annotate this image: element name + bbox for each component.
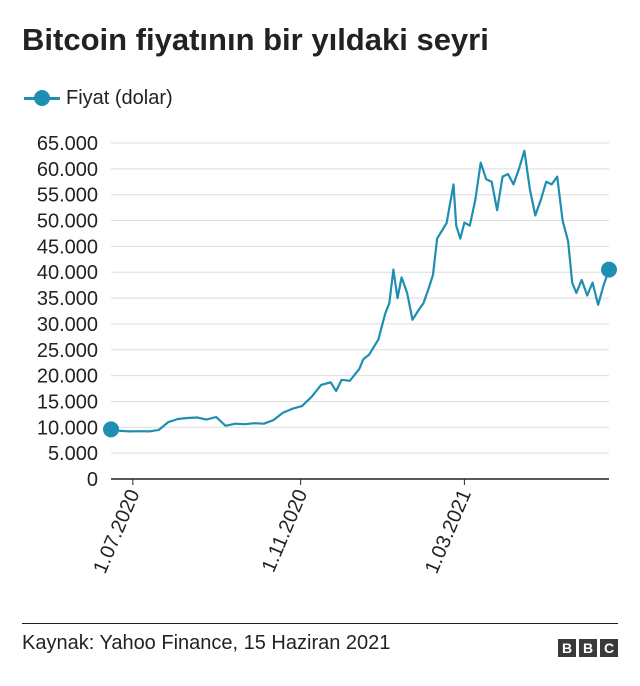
y-tick-label: 65.000 [37,133,98,155]
bbc-logo: B B C [558,639,618,657]
y-tick-label: 40.000 [37,262,98,284]
y-tick-label: 0 [87,469,98,491]
y-tick-label: 25.000 [37,340,98,362]
y-tick-label: 60.000 [37,159,98,181]
source-note: Kaynak: Yahoo Finance, 15 Haziran 2021 [22,632,391,654]
y-tick-label: 30.000 [37,314,98,336]
y-tick-label: 20.000 [37,366,98,388]
y-tick-label: 35.000 [37,288,98,310]
x-tick-label: 1.07.2020 [89,486,144,577]
start-point-marker [103,421,119,438]
legend-label: Fiyat (dolar) [66,86,173,109]
y-tick-label: 55.000 [37,185,98,207]
chart-legend: Fiyat (dolar) [22,86,173,110]
legend-dot [34,90,50,106]
bbc-logo-block: B [558,639,576,657]
legend-line-marker-icon [22,86,62,110]
y-tick-label: 10.000 [37,417,98,439]
y-tick-label: 50.000 [37,211,98,233]
footer-divider [22,623,618,624]
y-tick-label: 5.000 [48,443,98,465]
price-line [110,149,611,433]
chart-title: Bitcoin fiyatının bir yıldaki seyri [22,22,489,57]
y-tick-label: 45.000 [37,236,98,258]
bbc-logo-block: C [600,639,618,657]
bbc-logo-block: B [579,639,597,657]
end-point-marker [601,261,617,278]
x-tick-label: 1.11.2020 [258,486,312,575]
x-tick-label: 1.03.2021 [421,486,476,577]
line-chart: 0 5.000 10.000 15.000 20.000 25.000 30.000 35.0… [37,133,617,577]
y-tick-label: 15.000 [37,391,98,413]
